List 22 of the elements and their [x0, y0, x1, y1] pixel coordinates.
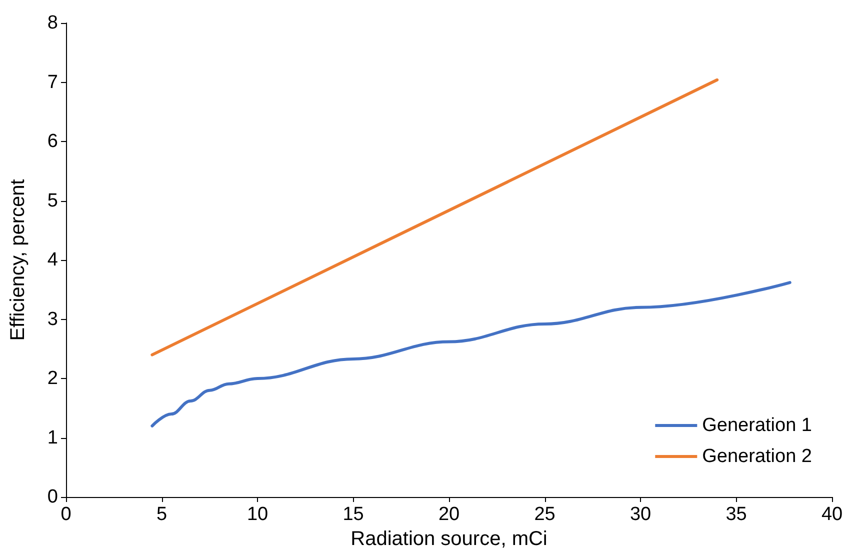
y-tick-label: 4 — [47, 250, 58, 270]
x-tick-label: 15 — [342, 504, 364, 525]
y-tick-label: 2 — [47, 368, 58, 389]
x-tick-label: 35 — [726, 504, 747, 525]
x-tick-label: 20 — [438, 504, 460, 525]
legend-label: Generation 2 — [702, 446, 812, 467]
y-tick-label: 8 — [47, 12, 58, 34]
y-tick-label: 3 — [47, 308, 58, 330]
x-tick-label: 25 — [534, 504, 556, 525]
y-tick-label: 6 — [47, 131, 58, 152]
x-axis-title: Radiation source, mCi — [350, 528, 548, 550]
y-tick-label: 5 — [47, 190, 58, 212]
x-tick-label: 40 — [821, 504, 843, 525]
y-tick-label: 0 — [47, 486, 58, 508]
x-tick-label: 10 — [246, 504, 268, 525]
legend-label: Generation 1 — [702, 415, 812, 436]
y-axis-title: Efficiency, percent — [7, 178, 29, 341]
x-tick-label: 30 — [630, 504, 652, 525]
x-tick-label: 0 — [60, 504, 72, 525]
y-tick-label: 1 — [47, 427, 58, 448]
y-tick-label: 7 — [47, 72, 58, 93]
x-tick-label: 5 — [156, 504, 168, 525]
